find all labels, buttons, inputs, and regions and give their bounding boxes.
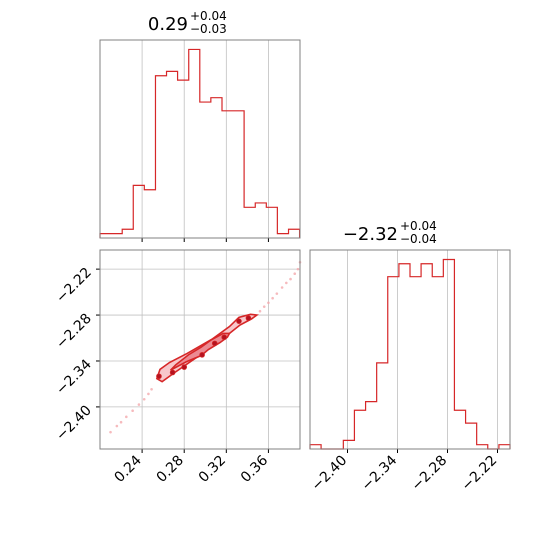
hist1-xtick-label: −2.34 <box>359 452 401 494</box>
contour-xtick-label: 0.36 <box>238 452 271 485</box>
contour-scatter-point <box>289 277 292 281</box>
hist0-bar <box>167 71 178 238</box>
contour-scatter-point <box>280 286 284 289</box>
contour-core-point <box>221 334 228 341</box>
hist1-xtick-label: −2.40 <box>309 453 351 495</box>
hist0-bar <box>277 234 288 238</box>
grid-layer <box>100 40 498 449</box>
hist1-bar <box>410 277 421 449</box>
hist1-title-upper: +0.04 <box>400 219 437 233</box>
hist0-bar <box>200 102 211 238</box>
hist1-xtick-label: −2.28 <box>409 453 451 495</box>
contour-scatter-point <box>125 415 128 419</box>
contour-core-point <box>156 373 162 380</box>
contour-ytick-label: −2.34 <box>53 356 95 398</box>
contour-scatter-point <box>267 301 270 305</box>
contour-scatter-point <box>131 409 134 413</box>
hist0-title-lower: −0.03 <box>190 22 227 36</box>
hist1-bar <box>432 277 443 449</box>
contour-scatter-point <box>119 420 123 424</box>
hist1-bar <box>399 264 410 449</box>
hist0-bar <box>244 207 255 238</box>
contour-ytick-label: −2.40 <box>53 402 95 444</box>
hist0-axes-frame <box>99 39 301 239</box>
contour-core-point <box>181 364 188 370</box>
hist1-bar <box>310 445 321 449</box>
contour-scatter-point <box>142 397 146 401</box>
hist0-bar <box>144 190 155 238</box>
hist0-bar <box>111 234 122 238</box>
contour-scatter-point <box>262 305 266 308</box>
frame-layer <box>96 39 511 453</box>
hist1-bar <box>421 264 432 449</box>
hist0-bar <box>133 185 144 238</box>
contour-scatter-point <box>147 392 150 396</box>
hist0-bar <box>122 229 133 238</box>
hist0-bar <box>211 98 222 238</box>
contour-core-point <box>169 369 176 376</box>
contour-scatter-point <box>296 267 300 271</box>
contour-ytick-label: −2.28 <box>53 311 95 353</box>
hist0-bar <box>233 111 244 238</box>
contour-core-point <box>199 352 205 358</box>
hist0-bar <box>100 234 111 238</box>
hist1-title-median: −2.32 <box>343 224 398 245</box>
hist0-bar <box>255 203 266 238</box>
contour-xtick-label: 0.28 <box>154 453 187 486</box>
contour-scatter-point <box>293 272 297 276</box>
hist0-bar <box>178 80 189 238</box>
contour-inner-level <box>169 332 231 371</box>
contour-scatter-point <box>115 424 119 428</box>
hist0-title-upper: +0.04 <box>190 9 227 23</box>
contour-scatter-point <box>137 403 141 406</box>
contour-scatter-point <box>275 292 279 295</box>
hist0-title-median: 0.29 <box>148 14 188 35</box>
contour-xtick-label: 0.24 <box>112 452 145 485</box>
contour-scatter-point <box>285 281 288 285</box>
plot-layer <box>99 48 511 450</box>
contour-core-point <box>236 318 242 324</box>
hist0-bar <box>189 49 200 238</box>
hist1-step-line <box>309 258 511 450</box>
hist1-bar <box>443 259 454 449</box>
hist1-axes-frame <box>309 249 511 450</box>
contour-scatter-point <box>150 388 153 391</box>
hist1-bar <box>454 410 465 449</box>
hist1-title-lower: −0.04 <box>400 232 437 246</box>
contour-xtick-label: 0.32 <box>196 453 229 486</box>
hist0-bar <box>222 111 233 238</box>
contour-scatter-point <box>109 430 112 434</box>
hist1-bar <box>466 423 477 449</box>
hist0-bar <box>266 207 277 238</box>
hist0-step-line <box>99 48 301 238</box>
contour-scatter-point <box>258 309 262 313</box>
hist1-bar <box>477 445 488 449</box>
contour-core-point <box>245 315 252 321</box>
contour-ytick-label: −2.22 <box>53 265 95 307</box>
hist1-bar <box>343 440 354 449</box>
hist1-xtick-label: −2.22 <box>459 453 501 495</box>
hist1-bar <box>366 402 377 449</box>
hist0-bar <box>155 76 166 238</box>
contour-scatter-point <box>271 296 274 300</box>
hist1-bar <box>377 363 388 449</box>
contour-core-point <box>211 340 218 347</box>
hist0-bar <box>289 229 300 238</box>
hist1-bar <box>499 445 510 449</box>
contour-axes-frame <box>99 249 301 450</box>
hist1-bar <box>354 410 365 449</box>
